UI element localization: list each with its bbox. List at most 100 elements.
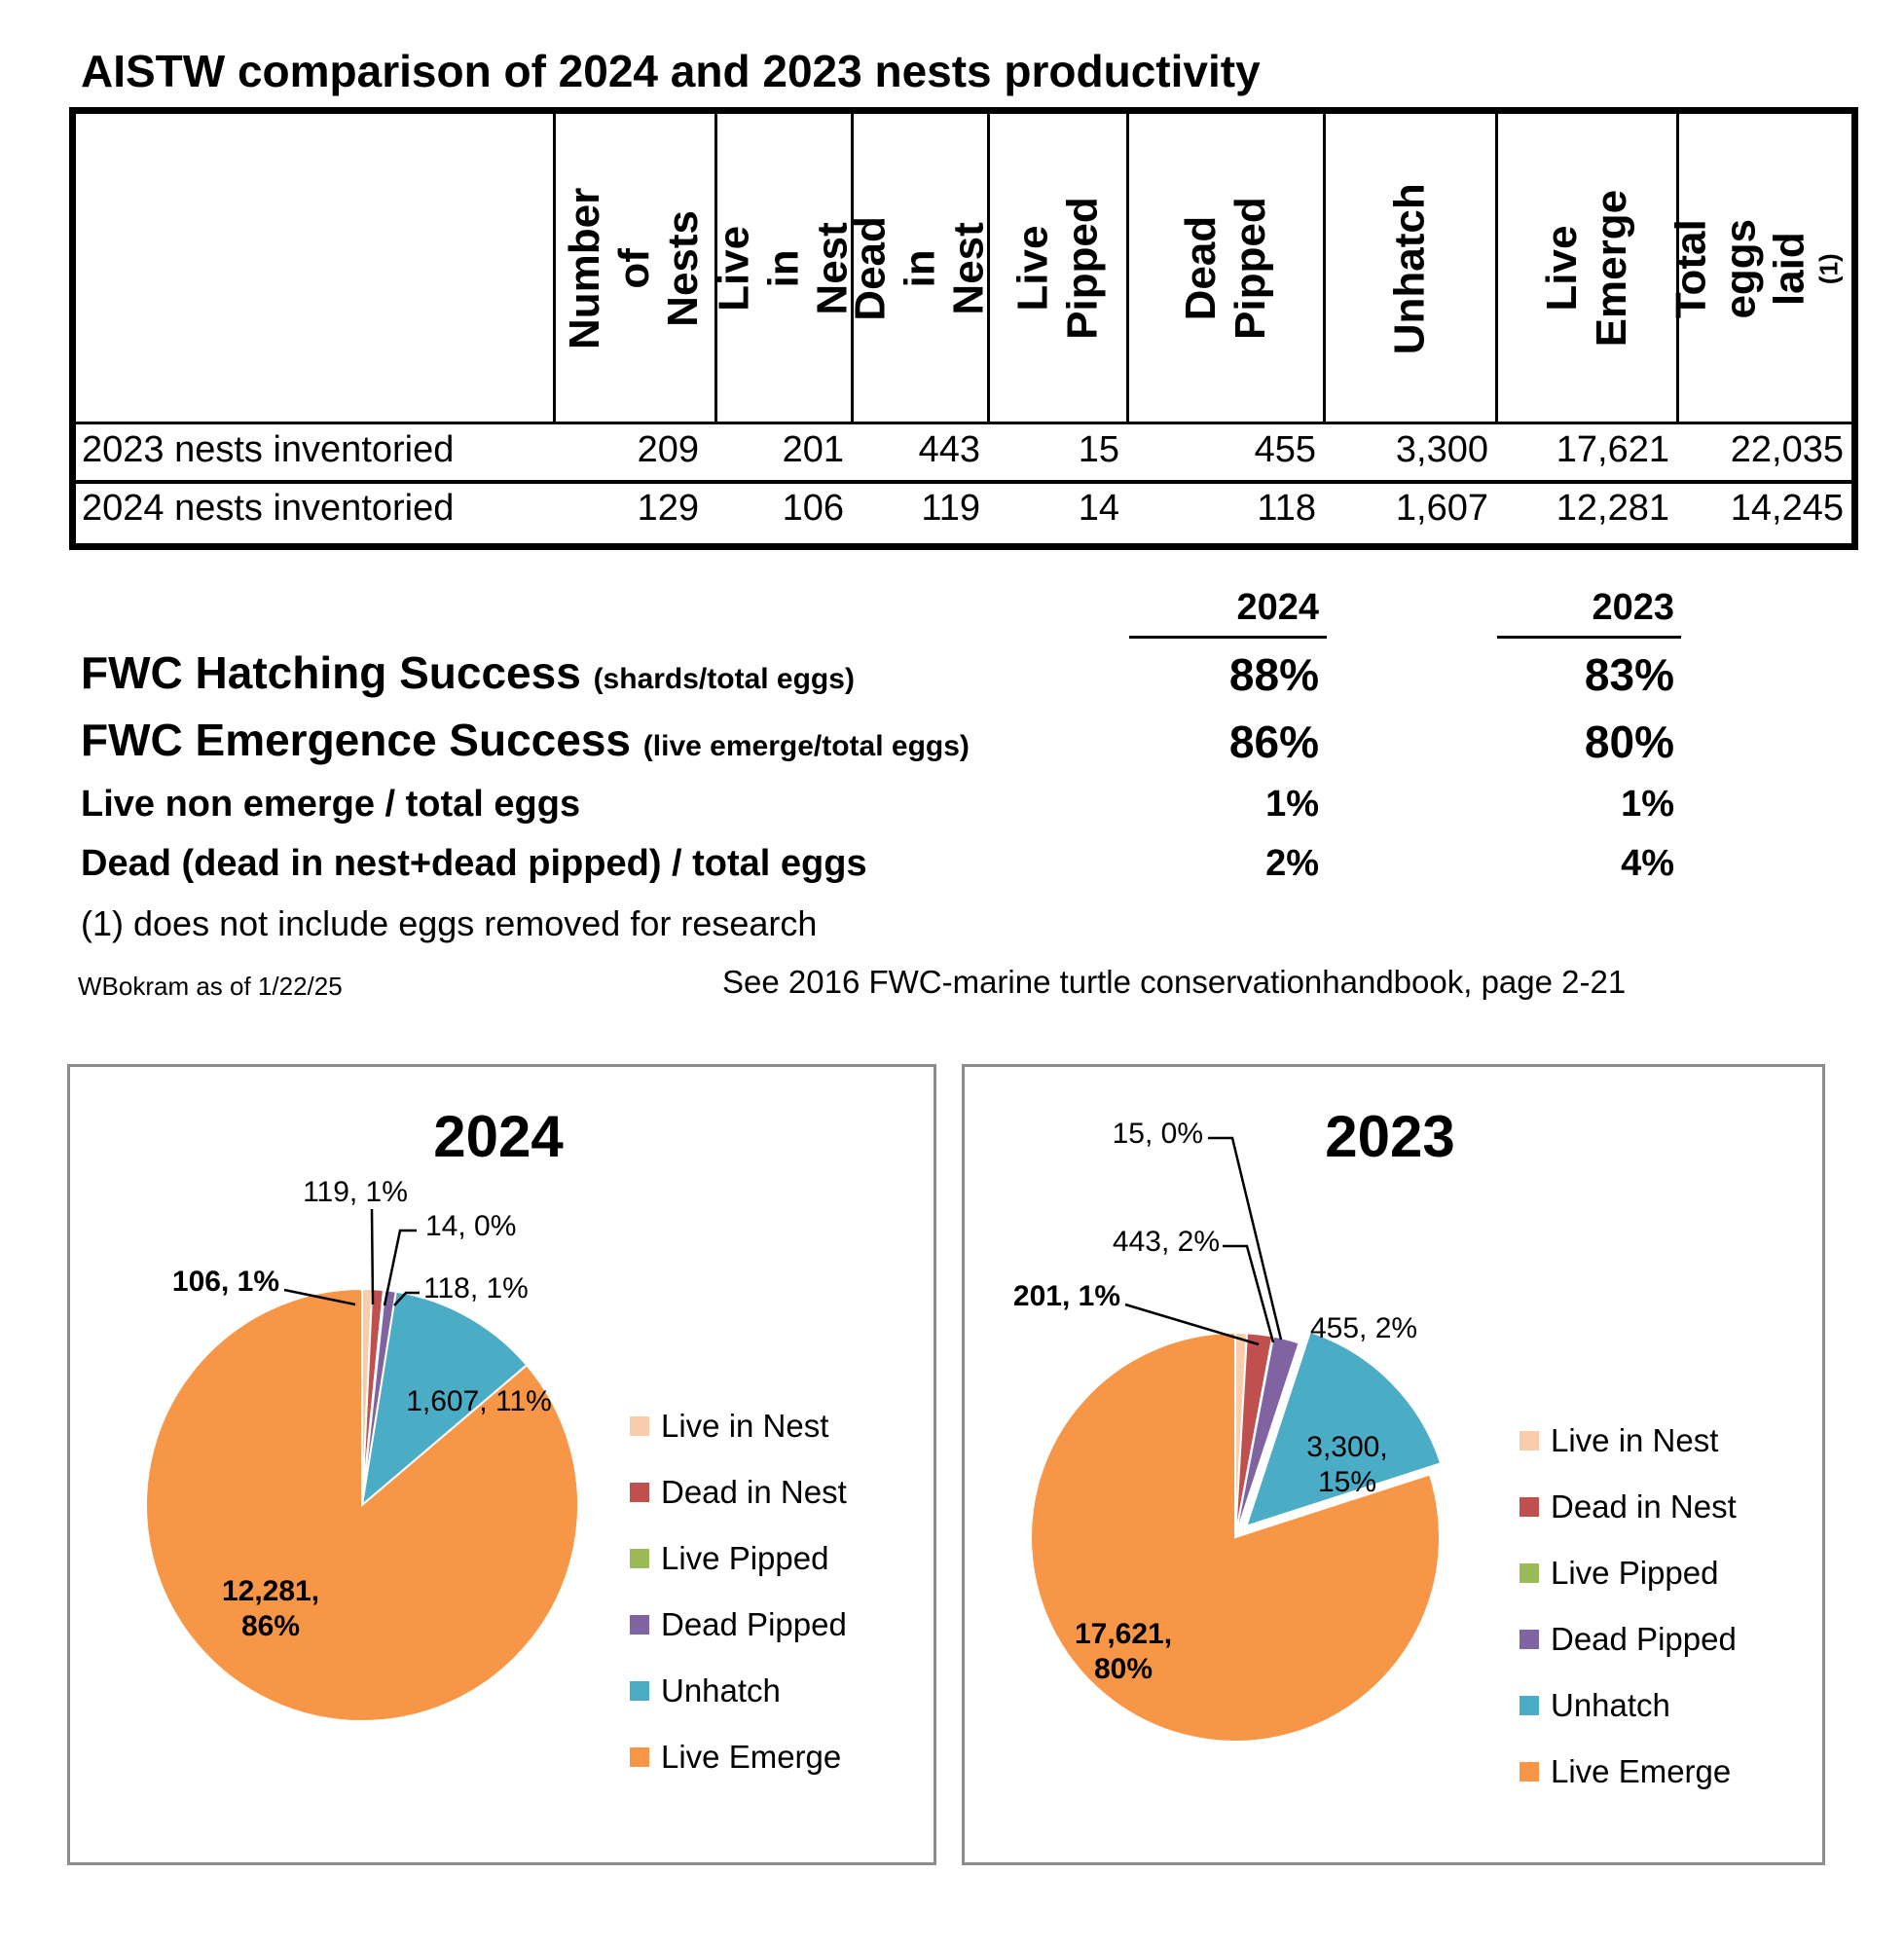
year-underline <box>1497 636 1681 639</box>
table-cell: 1,607 <box>1395 488 1488 529</box>
page-title: AISTW comparison of 2024 and 2023 nests … <box>81 46 1261 96</box>
legend-label: Live in Nest <box>1551 1422 1718 1458</box>
column-header: Unhatch <box>1385 183 1434 354</box>
emergence-2023: 80% <box>1584 716 1674 767</box>
legend-swatch <box>1520 1696 1539 1715</box>
table-divider <box>851 114 854 423</box>
legend-label: Live Pipped <box>661 1540 828 1576</box>
pie-slice-dead-pipped <box>1234 1335 1300 1538</box>
table-divider <box>76 480 1851 484</box>
dead-ratio-label: Dead (dead in nest+dead pipped) / total … <box>81 843 867 884</box>
live-non-emerge-2023: 1% <box>1621 784 1674 825</box>
data-label: 119, 1% <box>303 1176 408 1208</box>
column-header: Dead Pipped <box>1176 197 1274 341</box>
data-label: 1,607, 11% <box>406 1385 552 1417</box>
table-cell: 14 <box>1078 488 1119 529</box>
table-cell: 119 <box>921 488 980 529</box>
legend-label: Dead in Nest <box>661 1474 847 1510</box>
column-header: Live Pipped <box>1008 197 1107 341</box>
legend-label: Dead Pipped <box>1551 1621 1737 1657</box>
legend-label: Live Pipped <box>1551 1555 1718 1591</box>
legend-swatch <box>630 1549 649 1568</box>
row-label: 2023 nests inventoried <box>82 429 455 470</box>
data-label: 15, 0% <box>1113 1118 1203 1150</box>
table-divider <box>1126 114 1129 423</box>
pie-panel-2024: 2024 106, 1% 119, 1% 14, 0% 118, 1% 1,607, 11… <box>67 1064 936 1865</box>
leader-line <box>283 1288 356 1306</box>
legend-swatch <box>630 1416 649 1436</box>
leader-line <box>383 1229 417 1306</box>
pie-chart-2024: 2024 106, 1% 119, 1% 14, 0% 118, 1% 1,607, 11… <box>145 1104 847 1775</box>
year-header-2024: 2024 <box>1236 587 1319 628</box>
table-cell: 15 <box>1078 429 1119 470</box>
pie-chart-2023: 2023 201, 1% 443, 2% 15, 0% 455, 2% 3,300, 15%… <box>1013 1104 1737 1789</box>
table-divider <box>1676 114 1679 423</box>
pie-slice-unhatch <box>1244 1330 1443 1528</box>
table-divider <box>553 114 556 423</box>
reference-note: See 2016 FWC-marine turtle conservationh… <box>722 964 1627 1000</box>
leader-line <box>370 1208 375 1305</box>
year-underline <box>1129 636 1327 639</box>
data-label: 118, 1% <box>423 1272 529 1304</box>
legend-swatch <box>1520 1630 1539 1649</box>
legend-swatch <box>1520 1563 1539 1583</box>
data-label: 17,621, 80% <box>1075 1618 1172 1685</box>
legend-swatch <box>1520 1431 1539 1451</box>
footnote: (1) does not include eggs removed for re… <box>81 903 818 943</box>
column-header: Dead in Nest <box>846 216 993 321</box>
legend-label: Unhatch <box>1551 1687 1670 1723</box>
legend-swatch <box>1520 1497 1539 1517</box>
table-divider <box>987 114 990 423</box>
table-cell: 129 <box>637 488 699 529</box>
pie-panel-2023: 2023 201, 1% 443, 2% 15, 0% 455, 2% 3,300, 15%… <box>962 1064 1825 1865</box>
table-cell: 17,621 <box>1556 429 1669 470</box>
hatching-2023: 83% <box>1584 649 1674 700</box>
data-label: 455, 2% <box>1310 1312 1417 1344</box>
productivity-table: Number of Nests Live in Nest Dead in Nes… <box>69 107 1858 550</box>
table-divider <box>714 114 717 423</box>
chart-title: 2023 <box>1325 1104 1454 1169</box>
leader-line <box>393 1291 420 1306</box>
legend-label: Live Emerge <box>661 1739 841 1775</box>
data-label: 3,300, 15% <box>1306 1431 1387 1498</box>
legend-swatch <box>630 1615 649 1635</box>
dead-ratio-2023: 4% <box>1621 843 1674 884</box>
data-label: 106, 1% <box>172 1266 279 1298</box>
table-divider <box>1323 114 1326 423</box>
table-cell: 106 <box>782 488 844 529</box>
table-cell: 201 <box>782 429 844 470</box>
data-label: 443, 2% <box>1113 1226 1220 1258</box>
legend-label: Live in Nest <box>661 1408 828 1444</box>
hatching-success-label: FWC Hatching Success (shards/total eggs) <box>81 647 855 698</box>
table-cell: 14,245 <box>1730 488 1844 529</box>
row-label: 2024 nests inventoried <box>82 488 455 529</box>
emergence-success-label: FWC Emergence Success (live emerge/total… <box>81 715 970 765</box>
table-cell: 3,300 <box>1395 429 1488 470</box>
legend-swatch <box>630 1681 649 1701</box>
column-header: Number of Nests <box>561 187 708 350</box>
column-header: Live Emerge <box>1537 190 1635 348</box>
data-label: 201, 1% <box>1013 1280 1120 1312</box>
table-cell: 22,035 <box>1730 429 1844 470</box>
legend-label: Live Emerge <box>1551 1753 1731 1789</box>
pie-slice-live-emerge <box>145 1287 579 1722</box>
legend-swatch <box>630 1483 649 1502</box>
legend-swatch <box>1520 1762 1539 1782</box>
leader-line <box>1124 1303 1260 1346</box>
table-cell: 455 <box>1254 429 1316 470</box>
emergence-2024: 86% <box>1228 716 1319 767</box>
data-label: 14, 0% <box>425 1210 516 1242</box>
year-header-2023: 2023 <box>1592 587 1674 628</box>
table-divider <box>76 422 1851 424</box>
live-non-emerge-label: Live non emerge / total eggs <box>81 784 581 825</box>
table-divider <box>1495 114 1498 423</box>
leader-line <box>1208 1136 1283 1341</box>
live-non-emerge-2024: 1% <box>1265 784 1319 825</box>
legend-label: Dead Pipped <box>661 1606 847 1642</box>
table-cell: 12,281 <box>1556 488 1669 529</box>
column-header: Live in Nest <box>710 222 857 315</box>
data-label: 12,281, 86% <box>222 1575 319 1642</box>
table-cell: 443 <box>918 429 980 470</box>
pie-slice-live-emerge <box>1030 1331 1441 1743</box>
hatching-2024: 88% <box>1228 649 1319 700</box>
